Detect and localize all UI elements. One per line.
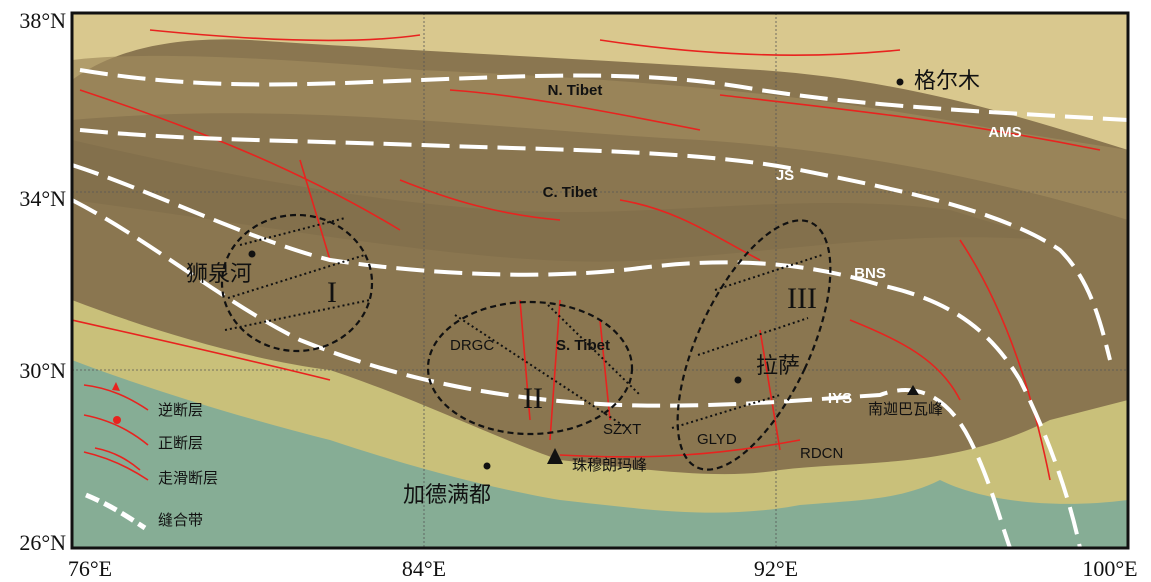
legend-label: 缝合带 bbox=[158, 511, 203, 529]
lat-label: 30°N bbox=[19, 358, 66, 383]
lat-label: 38°N bbox=[19, 8, 66, 33]
region-label: N. Tibet bbox=[548, 82, 603, 99]
city-label: 狮泉河 bbox=[186, 262, 252, 287]
suture-label: IYS bbox=[828, 390, 852, 407]
lon-label: 84°E bbox=[402, 556, 446, 581]
legend-symbol bbox=[113, 416, 121, 424]
peak-label: 珠穆朗玛峰 bbox=[572, 456, 647, 474]
city-label: 格尔木 bbox=[914, 69, 980, 94]
zone-label: I bbox=[327, 276, 337, 309]
city-label: 拉萨 bbox=[756, 354, 800, 379]
map: 38°N 34°N 30°N 26°N 76°E 84°E 92°E 100°E… bbox=[0, 0, 1151, 582]
peak-label: 南迦巴瓦峰 bbox=[868, 400, 943, 418]
lon-label: 100°E bbox=[1082, 556, 1137, 581]
page: 38°N 34°N 30°N 26°N 76°E 84°E 92°E 100°E… bbox=[0, 0, 1151, 582]
city-label: 加德满都 bbox=[403, 483, 491, 508]
suture-label: AMS bbox=[988, 124, 1021, 141]
city-dot bbox=[484, 463, 491, 470]
lat-label: 26°N bbox=[19, 530, 66, 555]
zone-label: II bbox=[523, 382, 543, 415]
site-label: RDCN bbox=[800, 445, 843, 462]
legend-label: 走滑断层 bbox=[158, 469, 218, 487]
zone-label: III bbox=[787, 282, 817, 315]
city-dot bbox=[735, 377, 742, 384]
city-dot bbox=[897, 79, 904, 86]
region-label: S. Tibet bbox=[556, 337, 610, 354]
legend-label: 逆断层 bbox=[158, 401, 203, 419]
site-label: GLYD bbox=[697, 431, 737, 448]
suture-label: JS bbox=[776, 167, 794, 184]
legend-label: 正断层 bbox=[158, 434, 203, 452]
site-label: DRGC bbox=[450, 337, 494, 354]
lat-label: 34°N bbox=[19, 186, 66, 211]
suture-label: BNS bbox=[854, 265, 886, 282]
lon-label: 92°E bbox=[754, 556, 798, 581]
site-label: SZXT bbox=[603, 421, 641, 438]
lon-label: 76°E bbox=[68, 556, 112, 581]
city-dot bbox=[249, 251, 256, 258]
region-label: C. Tibet bbox=[543, 184, 598, 201]
